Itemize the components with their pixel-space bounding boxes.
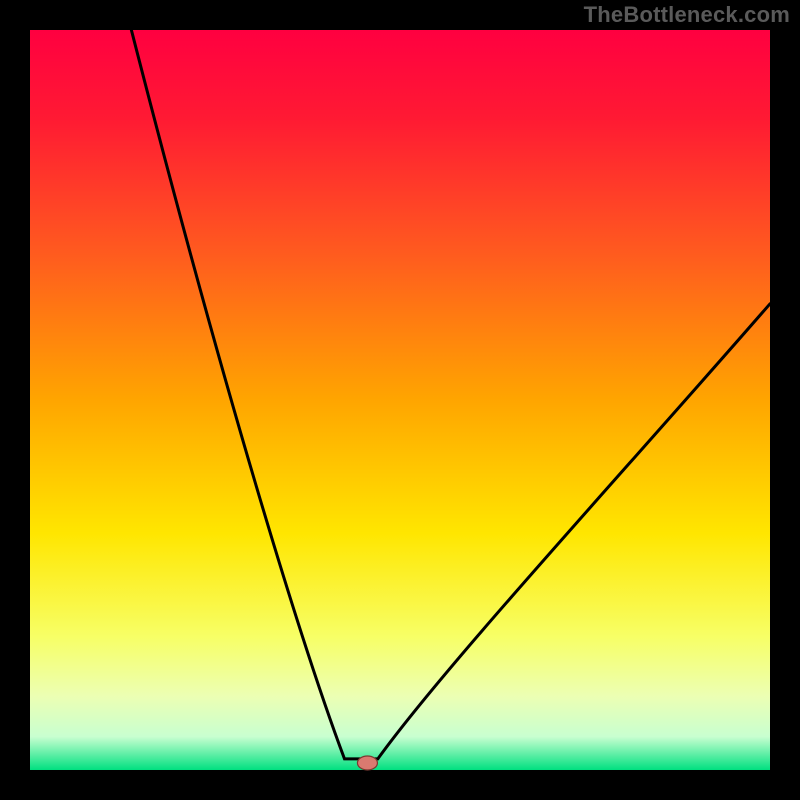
- watermark-text: TheBottleneck.com: [584, 2, 790, 28]
- chart-frame: TheBottleneck.com: [0, 0, 800, 800]
- optimum-marker: [357, 756, 377, 770]
- chart-svg: [0, 0, 800, 800]
- chart-background: [30, 30, 770, 770]
